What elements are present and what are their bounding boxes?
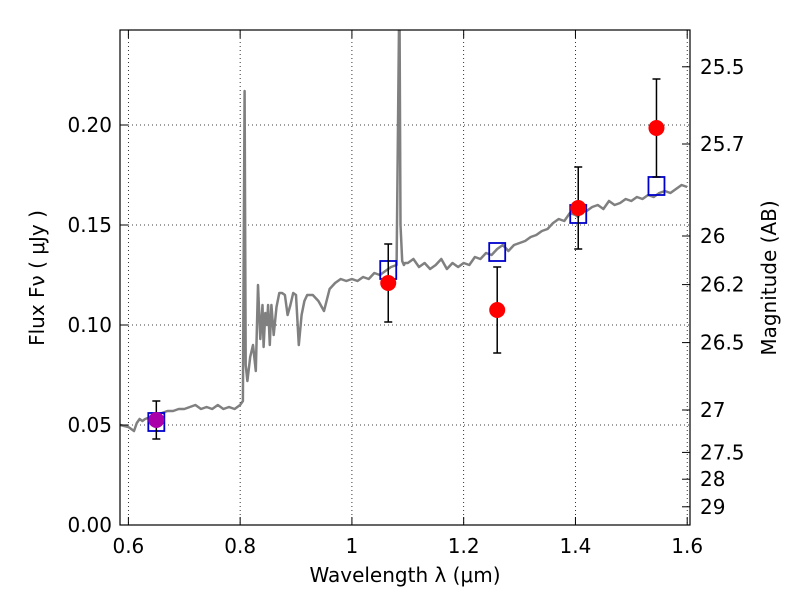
y-axis-label: Flux Fν ( μJy ) <box>25 210 49 346</box>
x-tick-label: 0.6 <box>112 534 144 558</box>
right-tick-label: 28 <box>700 467 725 491</box>
x-axis-label: Wavelength λ (μm) <box>309 563 500 587</box>
right-axis-label: Magnitude (AB) <box>757 200 781 355</box>
y-tick-label: 0.15 <box>67 213 112 237</box>
observed-point <box>570 200 587 216</box>
right-tick-label: 26 <box>700 224 725 248</box>
x-tick-label: 1.6 <box>671 534 703 558</box>
y-tick-label: 0.10 <box>67 313 112 337</box>
plot-frame <box>119 29 691 526</box>
right-tick-label: 27 <box>700 398 725 422</box>
tick-layer: 0.6 0.8 1 1.2 1.4 1.6 0.00 0.05 0.10 0.15 0.20 25.5… <box>67 30 745 558</box>
observed-point <box>380 275 397 291</box>
observed-point <box>648 120 665 136</box>
y-tick-label: 0.05 <box>67 413 112 437</box>
model-box <box>488 242 507 262</box>
right-tick-label: 25.5 <box>700 55 745 79</box>
observed-point <box>489 302 506 318</box>
x-tick-label: 1.4 <box>560 534 592 558</box>
x-tick-label: 1 <box>346 534 359 558</box>
right-tick-label: 26.5 <box>700 331 745 355</box>
data-layer <box>120 30 688 440</box>
grid-layer <box>120 30 690 526</box>
spectrum-line <box>120 30 688 433</box>
right-tick-label: 27.5 <box>700 440 745 464</box>
x-tick-label: 1.2 <box>448 534 480 558</box>
x-tick-label: 0.8 <box>224 534 256 558</box>
right-tick-label: 25.7 <box>700 132 745 156</box>
right-tick-label: 29 <box>700 495 725 519</box>
y-tick-label: 0.00 <box>67 513 112 537</box>
y-tick-label: 0.20 <box>67 113 112 137</box>
right-tick-label: 26.2 <box>700 273 745 297</box>
blended-point <box>148 412 165 428</box>
